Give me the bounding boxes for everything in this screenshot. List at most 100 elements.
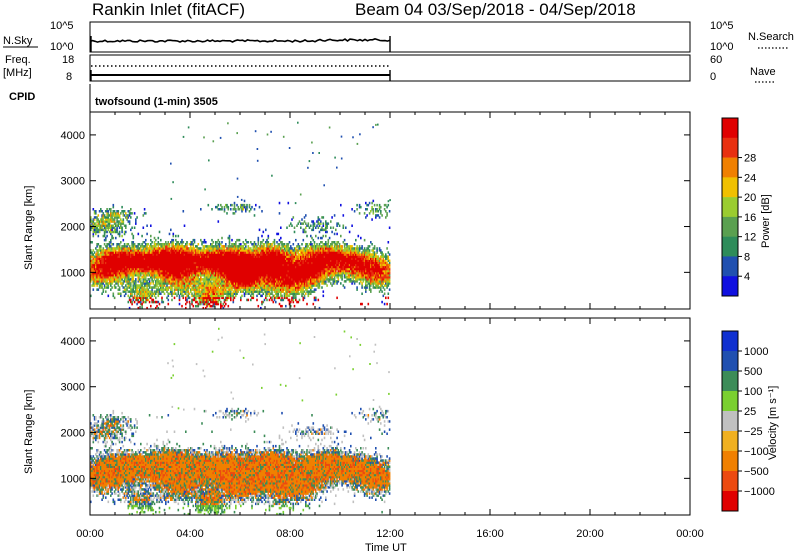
- heatmap-cell: [273, 245, 276, 248]
- heatmap-cell: [127, 267, 130, 271]
- heatmap-cell: [148, 290, 151, 293]
- heatmap-cell: [276, 241, 278, 244]
- heatmap-cell: [297, 269, 300, 273]
- heatmap-cell: [140, 290, 142, 293]
- heatmap-cell: [97, 269, 100, 273]
- heatmap-cell: [316, 280, 318, 283]
- heatmap-cell: [245, 243, 247, 246]
- heatmap-cell: [98, 276, 101, 279]
- heatmap-cell: [151, 249, 153, 252]
- heatmap-cell: [245, 269, 247, 273]
- heatmap-cell: [191, 288, 193, 291]
- heatmap-cell: [157, 255, 160, 258]
- heatmap-cell: [156, 288, 158, 291]
- heatmap-cell: [303, 230, 306, 234]
- heatmap-cell: [246, 241, 248, 244]
- heatmap-cell: [292, 282, 295, 285]
- heatmap-cell: [198, 271, 201, 275]
- heatmap-cell: [256, 274, 258, 277]
- heatmap-cell: [192, 284, 195, 287]
- heatmap-cell: [136, 245, 138, 248]
- heatmap-cell: [187, 259, 190, 262]
- heatmap-cell: [96, 269, 98, 273]
- heatmap-cell: [205, 290, 207, 293]
- heatmap-cell: [280, 241, 282, 244]
- heatmap-cell: [105, 267, 107, 271]
- heatmap-cell: [172, 234, 175, 238]
- heatmap-cell: [255, 290, 257, 293]
- heatmap-cell: [240, 280, 242, 283]
- heatmap-cell: [242, 203, 245, 207]
- heatmap-cell: [187, 247, 190, 250]
- heatmap-cell: [132, 263, 135, 267]
- heatmap-cell: [136, 255, 138, 258]
- heatmap-cell: [160, 269, 162, 273]
- heatmap-cell: [278, 271, 281, 275]
- heatmap-cell: [252, 292, 255, 295]
- heatmap-cell: [301, 280, 303, 283]
- heatmap-cell: [262, 280, 265, 283]
- heatmap-cell: [207, 274, 210, 277]
- heatmap-cell: [200, 276, 202, 279]
- heatmap-cell: [291, 257, 293, 260]
- heatmap-cell: [135, 274, 137, 277]
- heatmap-cell: [186, 263, 188, 267]
- heatmap-cell: [110, 274, 112, 277]
- heatmap-cell: [153, 292, 156, 295]
- heatmap-cell: [142, 292, 145, 295]
- heatmap-cell: [123, 294, 126, 298]
- heatmap-cell: [123, 271, 126, 275]
- heatmap-cell: [102, 253, 105, 256]
- heatmap-cell: [278, 255, 281, 258]
- heatmap-cell: [280, 267, 282, 271]
- heatmap-cell: [275, 288, 277, 291]
- heatmap-cell: [155, 247, 157, 250]
- heatmap-cell: [227, 205, 230, 209]
- heatmap-cell: [103, 224, 106, 227]
- heatmap-cell: [103, 257, 106, 260]
- heatmap-cell: [300, 274, 302, 277]
- heatmap-cell: [185, 278, 187, 281]
- heatmap-cell: [196, 255, 198, 258]
- heatmap-cell: [262, 253, 265, 256]
- heatmap-cell: [147, 278, 150, 281]
- heatmap-cell: [222, 259, 225, 262]
- heatmap-cell: [192, 280, 195, 283]
- heatmap-cell: [125, 253, 127, 256]
- heatmap-cell: [306, 286, 308, 289]
- heatmap-cell: [305, 274, 307, 277]
- heatmap-cell: [266, 238, 268, 242]
- heatmap-cell: [180, 276, 182, 279]
- heatmap-cell: [257, 274, 260, 277]
- heatmap-cell: [258, 269, 261, 273]
- heatmap-cell: [152, 247, 155, 250]
- heatmap-cell: [213, 300, 216, 304]
- heatmap-cell: [246, 253, 248, 256]
- heatmap-cell: [211, 257, 213, 260]
- heatmap-cell: [148, 284, 151, 287]
- heatmap-cell: [221, 280, 223, 283]
- heatmap-cell: [192, 271, 195, 275]
- heatmap-cell: [195, 304, 197, 308]
- heatmap-cell: [206, 280, 208, 283]
- heatmap-cell: [238, 278, 241, 281]
- heatmap-cell: [252, 245, 255, 248]
- heatmap-cell: [270, 282, 272, 285]
- heatmap-cell: [202, 274, 205, 277]
- heatmap-cell: [112, 236, 115, 240]
- heatmap-cell: [251, 257, 253, 260]
- heatmap-cell: [185, 271, 187, 275]
- heatmap-cell: [133, 247, 136, 250]
- heatmap-cell: [208, 267, 211, 271]
- heatmap-cell: [298, 265, 301, 269]
- heatmap-cell: [271, 267, 273, 271]
- heatmap-cell: [128, 280, 131, 283]
- heatmap-cell: [105, 269, 107, 273]
- heatmap-cell: [297, 253, 300, 256]
- heatmap-cell: [205, 269, 207, 273]
- heatmap-cell: [195, 284, 197, 287]
- heatmap-cell: [177, 280, 180, 283]
- heatmap-cell: [122, 247, 125, 250]
- heatmap-cell: [251, 290, 253, 293]
- heatmap-cell: [265, 255, 267, 258]
